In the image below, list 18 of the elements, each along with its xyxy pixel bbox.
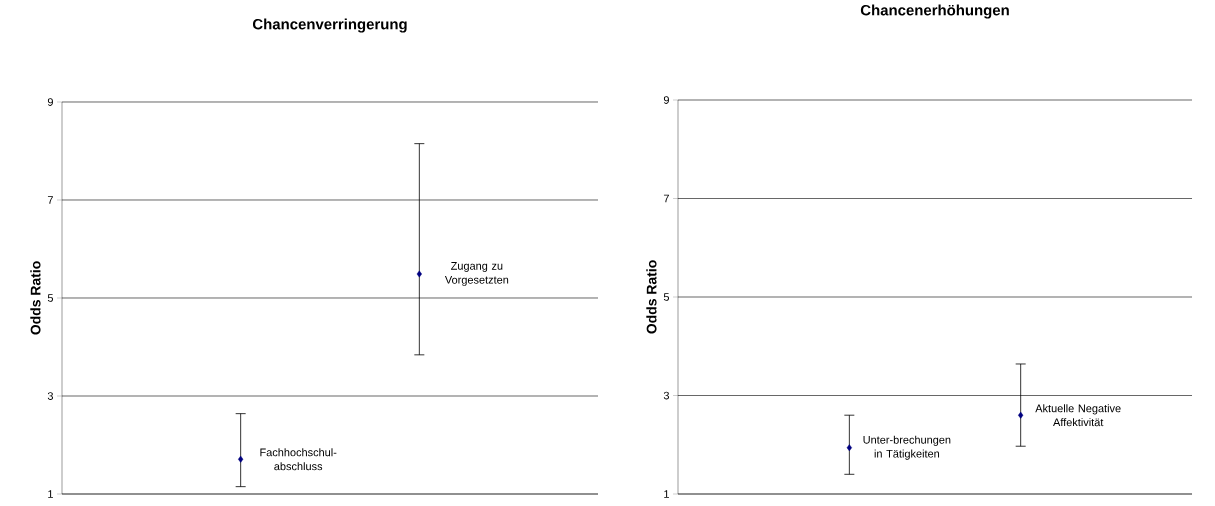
y-axis-title: Odds Ratio	[646, 260, 657, 334]
annotation: Unter-brechungen in Tätigkeiten	[863, 435, 951, 460]
y-axis-title: Odds Ratio	[30, 261, 41, 335]
chart-title: Chancenerhöhungen	[860, 4, 1009, 19]
y-tick-label: 3	[47, 392, 53, 400]
annotation: Aktuelle Negative Affektivität	[1035, 404, 1121, 427]
y-tick-label: 5	[663, 293, 670, 301]
y-tick-label: 7	[47, 196, 53, 204]
chart-title: Chancenverringerung	[252, 18, 407, 33]
y-tick-label: 7	[663, 194, 669, 203]
y-tick-label: 9	[47, 98, 53, 106]
y-tick-label: 9	[663, 96, 669, 104]
annotation: Zugang zu Vorgesetzten	[444, 262, 509, 286]
y-tick-label: 5	[47, 294, 54, 302]
y-tick-label: 3	[663, 391, 669, 400]
y-tick-label: 1	[48, 490, 53, 498]
annotation: Fachhochschul-abschluss	[260, 448, 337, 471]
y-tick-label: 1	[664, 490, 669, 498]
